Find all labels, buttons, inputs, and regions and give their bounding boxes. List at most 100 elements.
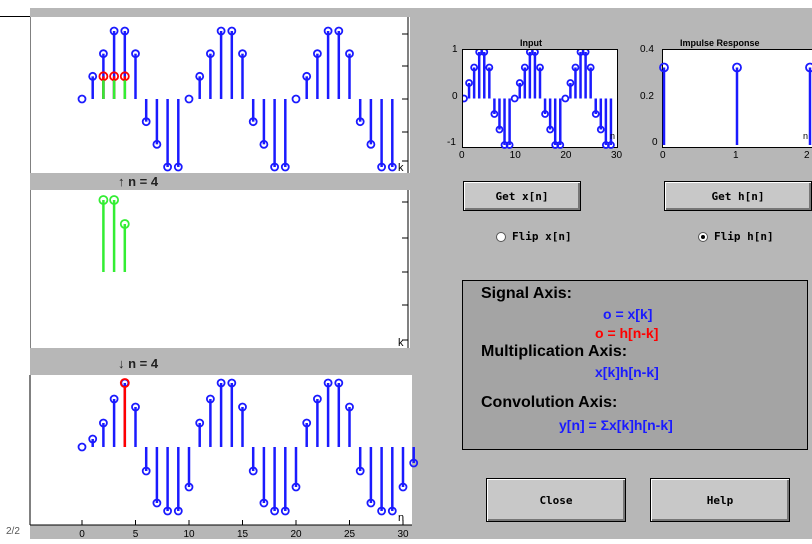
x-k-stem xyxy=(77,94,87,104)
y-n-stem xyxy=(280,447,290,516)
y-n-stem xyxy=(334,378,344,447)
y-n-stem xyxy=(345,402,354,447)
input-stem xyxy=(510,94,519,103)
input-stem xyxy=(465,79,473,99)
impulse-stem xyxy=(732,62,742,145)
input-stem xyxy=(551,98,560,149)
y-n-stem xyxy=(141,447,151,476)
signal-axis-svg: k xyxy=(29,17,409,174)
multiplication-axis-plot: k xyxy=(29,190,410,349)
flip-x-label: Flip x[n] xyxy=(512,230,572,243)
x-k-stem xyxy=(377,99,387,172)
flip-x-radio[interactable]: Flip x[n] xyxy=(496,230,572,243)
x-k-stem xyxy=(248,99,258,127)
x-k-stem xyxy=(302,71,312,99)
axis-legend-panel: Signal Axis: o = x[k] o = h[n-k] Multipl… xyxy=(462,280,808,450)
convolution-axis-svg: 0 5 10 15 20 25 30 n xyxy=(29,375,419,540)
input-x-tick: 10 xyxy=(509,150,521,161)
x-k-stem xyxy=(227,26,237,99)
legend-conv-item: y[n] = Σx[k]h[n-k] xyxy=(559,417,673,433)
input-stem xyxy=(475,48,484,99)
signal-axis-plot: k xyxy=(29,17,410,174)
input-stem xyxy=(576,48,585,99)
input-x-tick: 0 xyxy=(459,150,465,161)
multiplication-axis-svg: k xyxy=(29,190,409,349)
flip-x-radio-icon[interactable] xyxy=(496,231,506,242)
flip-h-radio[interactable]: Flip h[n] xyxy=(698,230,774,243)
input-stem xyxy=(515,79,524,99)
y-n-stem xyxy=(238,402,247,447)
close-button[interactable]: Close xyxy=(486,478,626,522)
x-k-stem xyxy=(323,26,333,99)
x-k-stem xyxy=(163,99,173,172)
input-chart: n xyxy=(460,48,618,149)
x-k-stem xyxy=(141,99,151,127)
x-k-stem xyxy=(280,99,290,172)
help-button[interactable]: Help xyxy=(650,478,790,522)
y-n-stem xyxy=(409,447,419,468)
x-k-stem xyxy=(345,49,354,99)
x-tick-label: 5 xyxy=(133,529,139,540)
top-rule xyxy=(0,16,36,17)
y-n-stem xyxy=(173,447,183,516)
x-k-stem xyxy=(152,99,162,149)
impulse-x-tick: 1 xyxy=(733,150,739,161)
impulse-stem xyxy=(805,62,812,145)
input-stem xyxy=(495,98,504,134)
x-k-stem xyxy=(131,49,140,99)
flip-h-radio-icon[interactable] xyxy=(698,231,708,242)
impulse-n-label: n xyxy=(803,131,808,141)
impulse-x-tick: 2 xyxy=(804,150,810,161)
k-axis-label: k xyxy=(398,337,404,348)
y-n-stem xyxy=(248,447,258,476)
y-n-stem xyxy=(387,447,397,516)
input-y-tick: -1 xyxy=(447,137,456,148)
input-stem xyxy=(586,63,595,99)
input-stem xyxy=(500,98,509,149)
input-stem xyxy=(546,98,555,134)
n-axis-label: n xyxy=(398,512,404,524)
legend-h-item: o = h[n-k] xyxy=(595,325,659,341)
product-stem xyxy=(109,195,119,272)
x-k-stem xyxy=(216,26,226,99)
input-stem xyxy=(460,94,468,103)
impulse-y-tick: 0.2 xyxy=(640,90,654,102)
x-k-stem xyxy=(355,99,365,127)
x-k-stem xyxy=(334,26,344,99)
x-k-stem xyxy=(173,99,183,172)
x-k-stem xyxy=(88,71,98,99)
convolution-axis-heading: Convolution Axis: xyxy=(481,394,618,411)
input-stem xyxy=(607,98,615,149)
y-n-stem xyxy=(195,418,205,447)
flip-h-label: Flip h[n] xyxy=(714,230,774,243)
input-stem xyxy=(490,98,499,118)
input-n-label: n xyxy=(610,131,615,141)
input-stem xyxy=(581,48,590,99)
input-stem xyxy=(485,63,494,99)
input-stem xyxy=(470,63,479,99)
y-n-stem xyxy=(366,447,376,508)
impulse-y-tick: 0 xyxy=(652,137,658,148)
input-stem xyxy=(536,63,544,99)
x-k-stem xyxy=(387,99,397,172)
get-x-button[interactable]: Get x[n] xyxy=(463,181,581,211)
y-n-stem xyxy=(398,447,408,492)
legend-mult-item: x[k]h[n-k] xyxy=(595,364,659,380)
product-stem xyxy=(98,195,109,272)
x-tick-label: 10 xyxy=(183,529,195,540)
input-chart-svg: n xyxy=(460,48,615,149)
impulse-chart: n xyxy=(659,49,812,148)
page-footer: 2/2 xyxy=(6,526,20,537)
current-output-stem xyxy=(119,378,130,447)
y-n-stem xyxy=(205,394,215,447)
down-arrow-icon: ↓ xyxy=(118,356,125,371)
x-tick-label: 20 xyxy=(290,529,302,540)
input-stem xyxy=(566,79,575,99)
y-n-stem xyxy=(77,442,87,452)
x-k-stem xyxy=(184,94,194,104)
input-stem xyxy=(505,98,514,149)
x-k-stem xyxy=(238,49,247,99)
get-h-button[interactable]: Get h[n] xyxy=(664,181,812,211)
x-tick-label: 15 xyxy=(237,529,249,540)
